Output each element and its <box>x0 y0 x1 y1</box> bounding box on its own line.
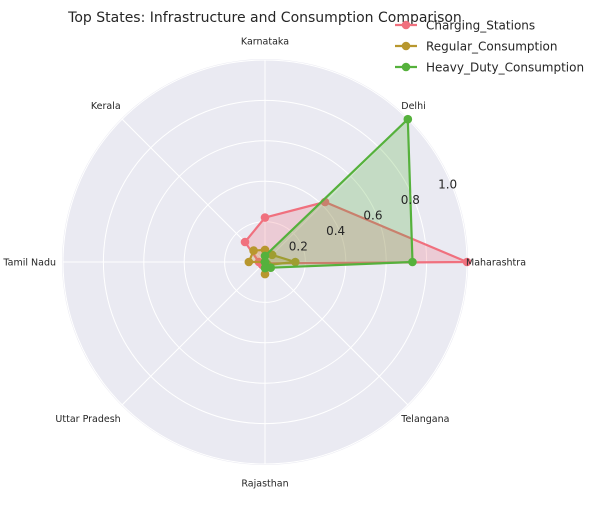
radial-tick-labels: 0.2 0.4 0.6 0.8 1.0 <box>289 178 457 254</box>
radial-tick-label: 1.0 <box>438 178 457 192</box>
radial-tick-label: 0.2 <box>289 240 308 254</box>
data-point <box>267 250 277 260</box>
data-point <box>266 263 276 273</box>
radial-tick-label: 0.8 <box>401 193 420 207</box>
grid-spoke <box>121 118 266 263</box>
legend: Charging_Stations Regular_Consumption Heav… <box>395 19 584 75</box>
series-layer <box>240 114 472 279</box>
category-labels: Maharashtra Delhi Karnataka Kerala Tamil Nad… <box>2 37 526 490</box>
category-label: Karnataka <box>241 37 289 48</box>
radial-tick-label: 0.4 <box>326 224 345 238</box>
category-label: Delhi <box>401 101 425 112</box>
legend-label: Regular_Consumption <box>426 40 558 54</box>
legend-item: Charging_Stations <box>395 19 535 33</box>
legend-label: Heavy_Duty_Consumption <box>426 61 584 75</box>
radial-tick-label: 0.6 <box>363 209 382 223</box>
series-heavy-duty-consumption <box>260 114 417 273</box>
data-point <box>291 257 300 267</box>
data-point <box>260 269 270 279</box>
data-point <box>260 213 270 222</box>
series-area <box>248 249 296 275</box>
legend-marker <box>401 41 411 51</box>
data-point <box>260 245 270 255</box>
legend-marker <box>401 62 411 72</box>
category-label: Maharashtra <box>466 258 526 269</box>
category-label: Tamil Nadu <box>2 258 56 269</box>
legend-item: Heavy_Duty_Consumption <box>395 61 584 75</box>
grid-spoke <box>121 261 266 406</box>
category-label: Telangana <box>400 414 449 425</box>
series-area <box>265 119 413 269</box>
data-point <box>462 257 472 267</box>
data-point <box>260 251 270 261</box>
category-label: Kerala <box>91 101 121 112</box>
chart-title: Top States: Infrastructure and Consumpti… <box>67 10 462 26</box>
data-point <box>240 237 250 247</box>
legend-label: Charging_Stations <box>426 19 535 33</box>
category-label: Rajasthan <box>241 479 288 490</box>
data-point <box>408 257 417 267</box>
legend-item: Regular_Consumption <box>395 40 558 54</box>
data-point <box>249 246 258 255</box>
data-point <box>244 257 254 267</box>
data-point <box>403 114 413 124</box>
category-label: Uttar Pradesh <box>55 414 120 425</box>
legend-marker <box>401 20 411 30</box>
grid-spoke <box>264 261 409 406</box>
data-point <box>260 257 270 267</box>
